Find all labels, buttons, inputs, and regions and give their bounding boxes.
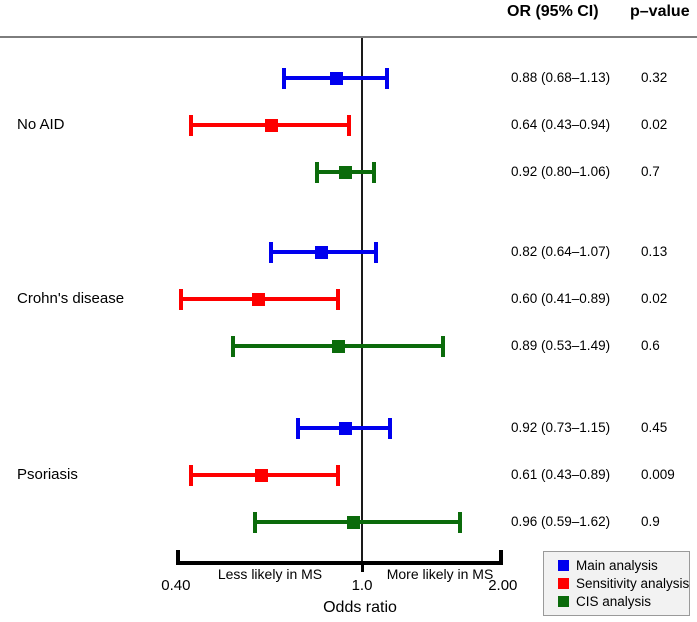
- point-estimate-cis-analysis: [338, 165, 352, 179]
- ci-cap-left: [314, 161, 319, 183]
- group-label: Psoriasis: [17, 466, 78, 483]
- ci-cap-left: [178, 288, 183, 310]
- axis-end-cap: [498, 550, 503, 562]
- ci-cap-left: [188, 114, 193, 136]
- or-ci-value: 0.61 (0.43–0.89): [511, 467, 611, 482]
- or-ci-value: 0.96 (0.59–1.62): [511, 514, 611, 529]
- group-label: No AID: [17, 116, 65, 133]
- ci-cap-right: [388, 417, 393, 439]
- ci-cap-right: [441, 335, 445, 357]
- legend-item: CIS analysis: [558, 594, 689, 609]
- or-ci-value: 0.82 (0.64–1.07): [511, 244, 611, 259]
- point-estimate-sensitivity-analysis: [264, 118, 278, 132]
- legend: Main analysis Sensitivity analysis CIS ana…: [543, 551, 690, 616]
- axis-tick-label: 0.40: [161, 577, 191, 594]
- point-estimate-sensitivity-analysis: [255, 468, 269, 482]
- legend-item-label: CIS analysis: [576, 594, 652, 609]
- p-value: 0.02: [641, 291, 668, 306]
- header-separator-line: [0, 36, 697, 38]
- legend-swatch-main-analysis: [558, 560, 569, 571]
- ci-cap-right: [371, 161, 376, 183]
- legend-swatch-sensitivity-analysis: [558, 578, 569, 589]
- ci-cap-left: [188, 464, 193, 486]
- or-ci-value: 0.60 (0.41–0.89): [511, 291, 611, 306]
- ci-cap-left: [231, 335, 236, 357]
- legend-item: Main analysis: [558, 558, 689, 573]
- p-value: 0.45: [641, 420, 668, 435]
- x-axis-title: Odds ratio: [323, 599, 397, 616]
- column-header-p-value: p–value: [630, 3, 690, 20]
- point-estimate-main-analysis: [329, 71, 343, 85]
- ci-cap-right: [347, 114, 352, 136]
- axis-tick-label: 2.00: [488, 577, 518, 594]
- point-estimate-sensitivity-analysis: [251, 292, 265, 306]
- ci-cap-right: [457, 511, 462, 533]
- or-ci-value: 0.92 (0.73–1.15): [511, 420, 611, 435]
- or-ci-value: 0.92 (0.80–1.06): [511, 164, 611, 179]
- ci-cap-right: [336, 464, 341, 486]
- axis-tick-mark: [360, 563, 364, 572]
- p-value: 0.6: [641, 338, 660, 353]
- p-value: 0.32: [641, 70, 668, 85]
- ci-cap-right: [336, 288, 341, 310]
- axis-end-cap: [175, 550, 180, 562]
- axis-tick-label: 1.0: [351, 577, 373, 594]
- p-value: 0.13: [641, 244, 668, 259]
- p-value: 0.9: [641, 514, 660, 529]
- ci-cap-right: [373, 241, 378, 263]
- legend-item-label: Sensitivity analysis: [576, 576, 690, 591]
- legend-item-label: Main analysis: [576, 558, 658, 573]
- point-estimate-cis-analysis: [331, 339, 345, 353]
- or-ci-value: 0.64 (0.43–0.94): [511, 117, 611, 132]
- ci-cap-left: [296, 417, 301, 439]
- or-ci-value: 0.89 (0.53–1.49): [511, 338, 611, 353]
- axis-annotation-less-likely: Less likely in MS: [217, 566, 323, 582]
- point-estimate-cis-analysis: [347, 515, 361, 529]
- column-header-or: OR (95% CI): [507, 3, 599, 20]
- p-value: 0.7: [641, 164, 660, 179]
- legend-swatch-cis-analysis: [558, 596, 569, 607]
- ci-cap-right: [384, 67, 389, 89]
- axis-annotation-more-likely: More likely in MS: [386, 566, 494, 582]
- point-estimate-main-analysis: [338, 421, 352, 435]
- ci-cap-left: [269, 241, 274, 263]
- group-label: Crohn's disease: [17, 290, 125, 307]
- x-axis-line: [175, 561, 503, 565]
- p-value: 0.009: [641, 467, 675, 482]
- ci-cap-left: [252, 511, 257, 533]
- reference-line: [361, 38, 363, 563]
- or-ci-value: 0.88 (0.68–1.13): [511, 70, 611, 85]
- legend-item: Sensitivity analysis: [558, 576, 690, 591]
- p-value: 0.02: [641, 117, 668, 132]
- ci-cap-left: [281, 67, 286, 89]
- point-estimate-main-analysis: [315, 245, 329, 259]
